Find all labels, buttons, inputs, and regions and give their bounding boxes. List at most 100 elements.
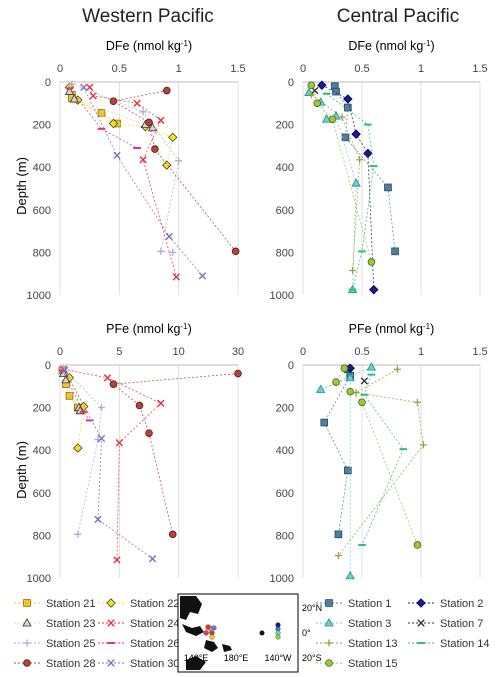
- data-point: [162, 160, 172, 170]
- series-line: [62, 370, 79, 408]
- data-point: [145, 118, 153, 127]
- legend-item-station-21: Station 21: [14, 598, 96, 610]
- data-point: [74, 530, 82, 538]
- data-point: [78, 401, 89, 412]
- legend-label: Station 2: [440, 598, 483, 610]
- series-line: [334, 86, 396, 252]
- series-line: [71, 83, 180, 253]
- data-point: [413, 541, 422, 549]
- chart-pfe-western: PFe (nmol kg-1) 0 5 10 30 0 200 400 600 800 1000: [27, 322, 245, 586]
- map-land-islands: [182, 624, 232, 670]
- data-point: [80, 83, 88, 92]
- series-line: [310, 85, 372, 263]
- legend-label: Station 3: [348, 618, 391, 630]
- data-point: [139, 108, 147, 116]
- data-point: [133, 99, 141, 107]
- data-point: [338, 113, 346, 121]
- map-station-dot: [209, 634, 215, 640]
- data-point: [341, 133, 350, 142]
- data-point: [393, 365, 401, 373]
- data-point: [109, 380, 118, 388]
- data-point: [321, 114, 332, 123]
- series-line: [89, 87, 177, 278]
- series-line: [62, 370, 91, 421]
- y-tick-label: 0: [288, 360, 294, 372]
- legend-marker: [417, 619, 425, 627]
- data-point: [157, 116, 165, 125]
- series-line: [311, 94, 361, 271]
- y-tick-label: 600: [276, 205, 294, 217]
- data-point: [172, 273, 180, 281]
- data-point: [332, 378, 340, 386]
- series-station-14: [358, 373, 408, 546]
- series-station-13: [307, 91, 364, 275]
- map-lat-0: 0°: [302, 628, 311, 638]
- data-point: [175, 157, 183, 165]
- chart-pfe-central: PFe (nmol kg-1) 0 0.5 1 1.5 0 200 400 600 800 1000: [270, 322, 488, 586]
- data-point: [109, 97, 118, 105]
- legend-item-station-30: Station 30: [98, 658, 180, 670]
- data-point: [317, 80, 327, 90]
- data-point: [73, 443, 83, 453]
- data-point: [320, 418, 329, 427]
- y-tick-label: 1000: [270, 573, 294, 585]
- data-point: [369, 284, 379, 295]
- y-tick-label: 400: [33, 445, 51, 457]
- legend-label: Station 23: [46, 618, 96, 630]
- data-point: [157, 247, 165, 255]
- data-point: [97, 109, 106, 117]
- y-tick-label: 0: [45, 360, 51, 372]
- data-point: [367, 258, 376, 266]
- data-point: [165, 232, 173, 241]
- data-point: [313, 99, 321, 108]
- data-point: [356, 156, 364, 164]
- y-tick-label: 800: [33, 247, 51, 259]
- data-point: [98, 404, 106, 412]
- data-point: [234, 369, 242, 378]
- legend-item-station-3: Station 3: [316, 617, 391, 630]
- legend-marker: [324, 617, 334, 627]
- y-tick-label: 800: [33, 530, 51, 542]
- x-tick-label: 0: [57, 63, 63, 75]
- y-tick-label: 400: [33, 162, 51, 174]
- x-tick-label: 0.5: [354, 63, 369, 75]
- data-point: [316, 384, 326, 393]
- chart-dfe-central: DFe (nmol kg-1) 0 0.5 1 1.5 0 200 400 600 800 1000: [270, 39, 488, 303]
- legend-item-station-28: Station 28: [14, 658, 96, 670]
- data-point: [151, 145, 159, 153]
- map-station-dot: [211, 625, 217, 631]
- data-point: [61, 366, 69, 375]
- series-line: [112, 373, 239, 535]
- chart-title: PFe (nmol kg-1): [106, 322, 192, 337]
- series-station-3: [316, 362, 377, 580]
- map-station-dot: [259, 630, 265, 636]
- data-point: [328, 115, 337, 124]
- map-lon-180e: 180°E: [224, 653, 249, 663]
- data-point: [157, 399, 165, 408]
- map-station-dot: [203, 630, 209, 636]
- y-tick-label: 600: [33, 488, 51, 500]
- map-lon-140e: 140°E: [184, 653, 209, 663]
- y-tick-label: 200: [276, 120, 294, 132]
- data-point: [413, 398, 421, 406]
- x-tick-label: 1: [176, 63, 182, 75]
- data-point: [115, 439, 124, 447]
- data-point: [332, 87, 340, 96]
- data-point: [108, 118, 119, 129]
- x-tick-label: 1.5: [230, 63, 245, 75]
- series-station-26: [58, 369, 94, 422]
- x-tick-label: 1: [418, 346, 424, 358]
- legend-western: Station 21 Station 22 Station 23 Station 24…: [14, 598, 180, 670]
- series-line: [64, 370, 153, 560]
- data-point: [391, 247, 399, 256]
- y-tick-label: 1000: [27, 290, 51, 302]
- legend-central: Station 1 Station 2 Station 3 Station 7 Stat…: [316, 598, 490, 670]
- series-station-7: [360, 377, 369, 385]
- legend-marker: [325, 639, 333, 647]
- series-station-30: [80, 83, 207, 280]
- x-tick-label: 0.5: [354, 346, 369, 358]
- legend-item-station-24: Station 24: [98, 618, 180, 630]
- series-line: [83, 87, 203, 277]
- series-station-2: [317, 80, 379, 295]
- series-line: [112, 90, 236, 252]
